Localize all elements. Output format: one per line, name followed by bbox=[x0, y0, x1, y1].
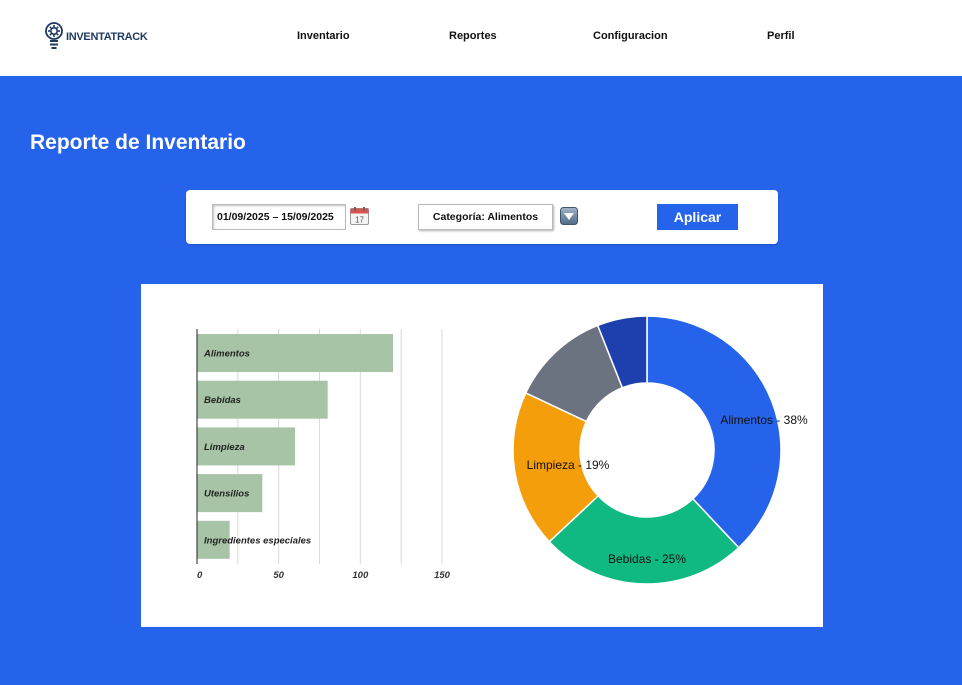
donut-slice-label: Alimentos - 38% bbox=[720, 413, 808, 427]
date-range-input[interactable]: 01/09/2025 – 15/09/2025 bbox=[212, 204, 346, 230]
bar bbox=[197, 520, 230, 559]
bar-category-label: Alimentos bbox=[203, 349, 250, 360]
bar-category-label: Ingredientes especiales bbox=[204, 535, 311, 546]
bar-x-tick-label: 100 bbox=[352, 570, 369, 581]
category-select[interactable]: Categoría: Alimentos bbox=[418, 204, 553, 230]
donut-slice bbox=[548, 494, 740, 585]
bar-x-tick-label: 150 bbox=[434, 570, 451, 581]
donut-slice bbox=[646, 315, 782, 549]
calendar-day-label: 17 bbox=[355, 216, 364, 225]
bar bbox=[197, 474, 263, 513]
bar-category-label: Limpieza bbox=[204, 442, 245, 453]
calendar-icon[interactable]: 17 bbox=[350, 207, 369, 225]
page-title: Reporte de Inventario bbox=[30, 131, 246, 154]
bar-x-tick-label: 0 bbox=[197, 570, 203, 581]
nav-item-configuracion[interactable]: Configuracion bbox=[593, 30, 668, 42]
brand-logo[interactable]: INVENTATRACK bbox=[44, 20, 148, 54]
filter-bar: 01/09/2025 – 15/09/2025 17 Categoría: Al… bbox=[186, 190, 778, 244]
bar bbox=[197, 380, 328, 419]
bar-category-label: Utensilios bbox=[204, 489, 249, 500]
bar-x-tick-label: 50 bbox=[273, 570, 284, 581]
bar bbox=[197, 427, 295, 466]
bar-category-label: Bebidas bbox=[204, 395, 241, 406]
donut-chart: Alimentos - 38% Bebidas - 25% Limpieza - 1… bbox=[512, 315, 808, 585]
brand-name: INVENTATRACK bbox=[66, 31, 148, 43]
donut-slice bbox=[512, 391, 600, 543]
donut-slice-label: Bebidas - 25% bbox=[608, 552, 686, 566]
lightbulb-gear-icon bbox=[45, 22, 63, 49]
donut-slice bbox=[596, 315, 648, 389]
chart-card: Alimentos Bebidas Limpieza Utensilios Ingred… bbox=[141, 284, 823, 627]
top-nav: INVENTATRACK Inventario Reportes Configu… bbox=[0, 0, 962, 76]
bar-chart: Alimentos Bebidas Limpieza Utensilios Ingred… bbox=[196, 329, 451, 581]
bar bbox=[197, 334, 393, 372]
nav-item-perfil[interactable]: Perfil bbox=[767, 30, 795, 42]
nav-item-inventario[interactable]: Inventario bbox=[297, 30, 350, 42]
apply-button[interactable]: Aplicar bbox=[657, 204, 738, 230]
donut-slice-label: Limpieza - 19% bbox=[527, 458, 610, 472]
chevron-down-icon[interactable] bbox=[560, 207, 578, 225]
nav-item-reportes[interactable]: Reportes bbox=[449, 30, 497, 42]
